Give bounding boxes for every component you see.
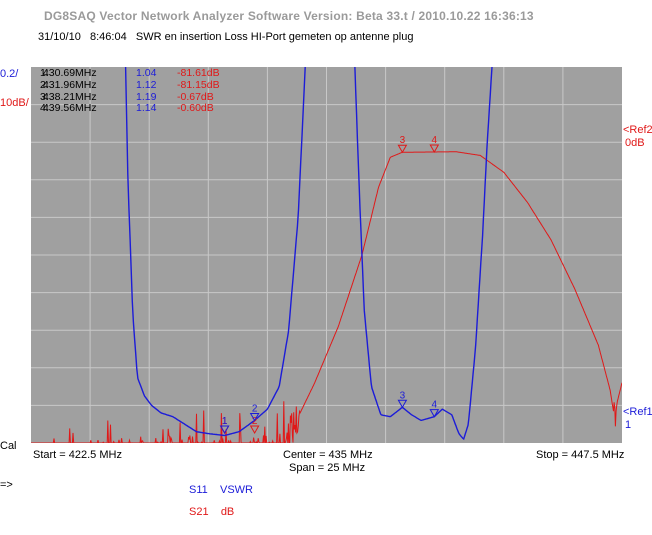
measurement-time: 8:46:04 [90,31,127,43]
marker-4-triangle [429,144,440,153]
marker-3-triangle [397,144,408,154]
legend-s21-trace: S21 [189,506,209,518]
marker-2-freq: 2: 431.96MHz [40,78,97,91]
ref2-value: 0dB [625,137,645,149]
marker-2-label: 2 [252,403,258,414]
marker-readout-table: 1: 430.69MHz 1.04 -81.61dB 2: 431.96MHz … [40,67,230,115]
marker-2-triangle [249,412,260,422]
s11-trace-line [124,67,306,437]
marker-row: 3: 438.21MHz 1.19 -0.67dB [40,90,230,104]
marker-2-db: -81.15dB [177,78,220,91]
start-freq-label: Start = 422.5 MHz [33,449,122,461]
s21-trace-line [31,151,622,443]
span-label: Span = 25 MHz [289,462,366,474]
measurement-description: SWR en insertion Loss HI-Port gemeten op… [135,31,414,43]
s21-trace-group [31,151,622,443]
marker-3-triangle [397,399,408,409]
marker-1-label: 1 [222,416,228,427]
app-title: DG8SAQ Vector Network Analyzer Software … [44,9,534,23]
marker-4-label: 4 [432,400,438,411]
measurement-date: 31/10/10 [38,31,81,43]
stop-freq-label: Stop = 447.5 MHz [536,449,625,461]
ref1-value: 1 [625,419,632,431]
arrow-label: => [0,479,13,491]
ref1-label: <Ref1 [623,406,652,418]
ref2-label: <Ref2 [623,124,652,136]
marker-3-label: 3 [400,390,406,401]
marker-4-vswr: 1.14 [136,102,157,115]
cal-label: Cal [0,440,17,452]
marker-4-triangle [429,409,440,418]
legend-s11-format: VSWR [220,484,253,496]
s11-trace-line [354,67,493,441]
marker-1-label: 1 [222,416,228,427]
marker-2-vswr: 1.12 [136,78,157,91]
s21-scale-label: 10dB/ [0,97,29,109]
legend-s11-trace: S11 [189,484,208,496]
marker-1-vswr: 1.04 [136,67,157,79]
marker-3-vswr: 1.19 [136,90,157,103]
marker-3-label: 3 [400,135,406,146]
marker-1-triangle [219,425,230,435]
marker-2-triangle [249,425,260,435]
marker-row: 2: 431.96MHz 1.12 -81.15dB [40,78,230,92]
s11-trace-group [124,67,493,441]
marker-4-freq: 4: 439.56MHz [40,102,97,115]
marker-4-label: 4 [432,135,438,146]
marker-4-db: -0.60dB [177,102,214,115]
legend-s11[interactable]: S11 VSWR [189,484,253,496]
marker-row: 4: 439.56MHz 1.14 -0.60dB [40,103,230,115]
measurement-header: 31/10/10 8:46:04 SWR en insertion Loss H… [38,31,413,43]
legend-s21-format: dB [220,506,235,518]
s11-scale-label: 0.2/ [0,68,19,80]
center-freq-label: Center = 435 MHz [283,449,373,461]
marker-1-db: -81.61dB [177,67,220,79]
marker-2-label: 2 [252,416,258,427]
legend-s21[interactable]: S21 dB [189,506,234,518]
marker-3-db: -0.67dB [177,90,214,103]
marker-3-freq: 3: 438.21MHz [40,90,97,103]
marker-1-freq: 1: 430.69MHz [40,67,97,79]
marker-row: 1: 430.69MHz 1.04 -81.61dB [40,67,230,80]
